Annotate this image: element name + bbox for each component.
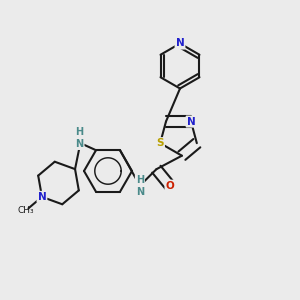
Text: H
N: H N [75, 128, 84, 149]
Text: H
N: H N [136, 175, 144, 196]
Text: N: N [187, 117, 195, 127]
Text: N: N [176, 38, 184, 49]
Text: O: O [166, 181, 174, 191]
Text: S: S [156, 138, 164, 148]
Text: N: N [38, 192, 46, 202]
Text: CH₃: CH₃ [18, 206, 34, 215]
